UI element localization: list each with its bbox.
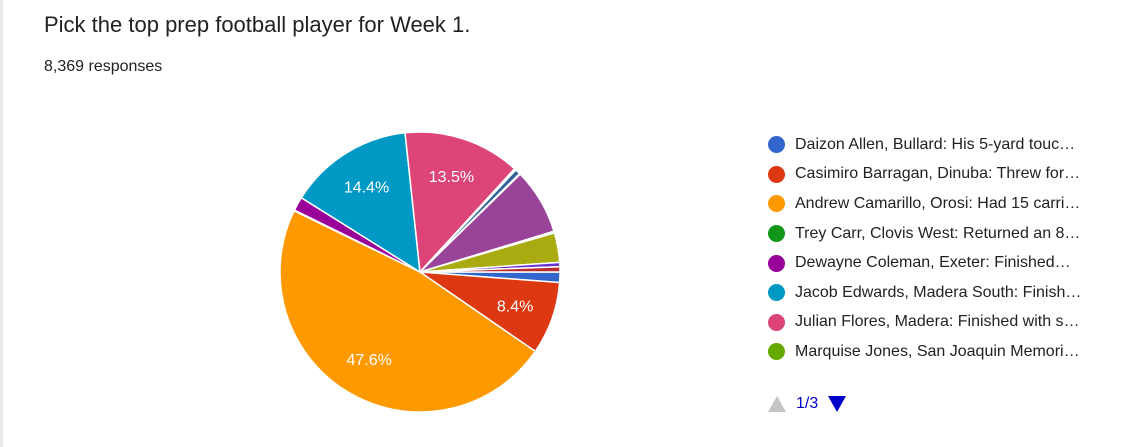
pie-chart: 8.4% 47.6% 14.4% 13.5% (279, 131, 561, 413)
legend-item: Marquise Jones, San Joaquin Memori… (768, 337, 1140, 367)
slice-data-label: 8.4% (497, 299, 533, 316)
next-page-icon[interactable] (828, 396, 847, 412)
legend-swatch (768, 195, 785, 213)
legend-pager: 1/3 (768, 395, 847, 413)
legend-label: Marquise Jones, San Joaquin Memori… (795, 342, 1080, 360)
legend-swatch (768, 254, 785, 272)
slice-data-label: 14.4% (344, 180, 389, 197)
pie-slice (419, 265, 561, 273)
legend-item: Trey Carr, Clovis West: Returned an 8… (768, 219, 1140, 249)
legend-label: Dewayne Coleman, Exeter: Finished… (795, 254, 1071, 272)
left-border (0, 0, 3, 447)
legend-item: Andrew Camarillo, Orosi: Had 15 carri… (768, 189, 1140, 219)
pie-slice (404, 131, 516, 274)
previous-page-icon[interactable] (768, 396, 786, 412)
legend-swatch (768, 343, 785, 361)
legend-label: Jacob Edwards, Madera South: Finish… (795, 283, 1082, 301)
legend-label: Trey Carr, Clovis West: Returned an 8… (795, 224, 1081, 242)
legend-item: Casimiro Barragan, Dinuba: Threw for… (768, 160, 1140, 190)
legend-label: Julian Flores, Madera: Finished with s… (795, 313, 1080, 331)
legend: Daizon Allen, Bullard: His 5-yard touc… C… (768, 130, 1140, 367)
legend-swatch (768, 284, 785, 302)
pie-slice (279, 209, 537, 413)
legend-item: Dewayne Coleman, Exeter: Finished… (768, 248, 1140, 278)
legend-swatch (768, 165, 785, 183)
legend-swatch (768, 313, 785, 331)
legend-item: Julian Flores, Madera: Finished with s… (768, 308, 1140, 338)
pie-slice (300, 131, 421, 274)
legend-swatch (768, 225, 785, 243)
legend-item: Jacob Edwards, Madera South: Finish… (768, 278, 1140, 308)
legend-label: Daizon Allen, Bullard: His 5-yard touc… (795, 135, 1076, 153)
legend-label: Andrew Camarillo, Orosi: Had 15 carri… (795, 194, 1081, 212)
response-count: 8,369 responses (44, 58, 163, 75)
legend-item: Daizon Allen, Bullard: His 5-yard touc… (768, 130, 1140, 160)
slice-data-label: 47.6% (347, 352, 392, 369)
chart-title: Pick the top prep football player for We… (44, 12, 471, 37)
legend-swatch (768, 136, 785, 154)
page-indicator: 1/3 (796, 395, 819, 412)
slice-data-label: 13.5% (429, 169, 474, 186)
legend-label: Casimiro Barragan, Dinuba: Threw for… (795, 165, 1081, 183)
